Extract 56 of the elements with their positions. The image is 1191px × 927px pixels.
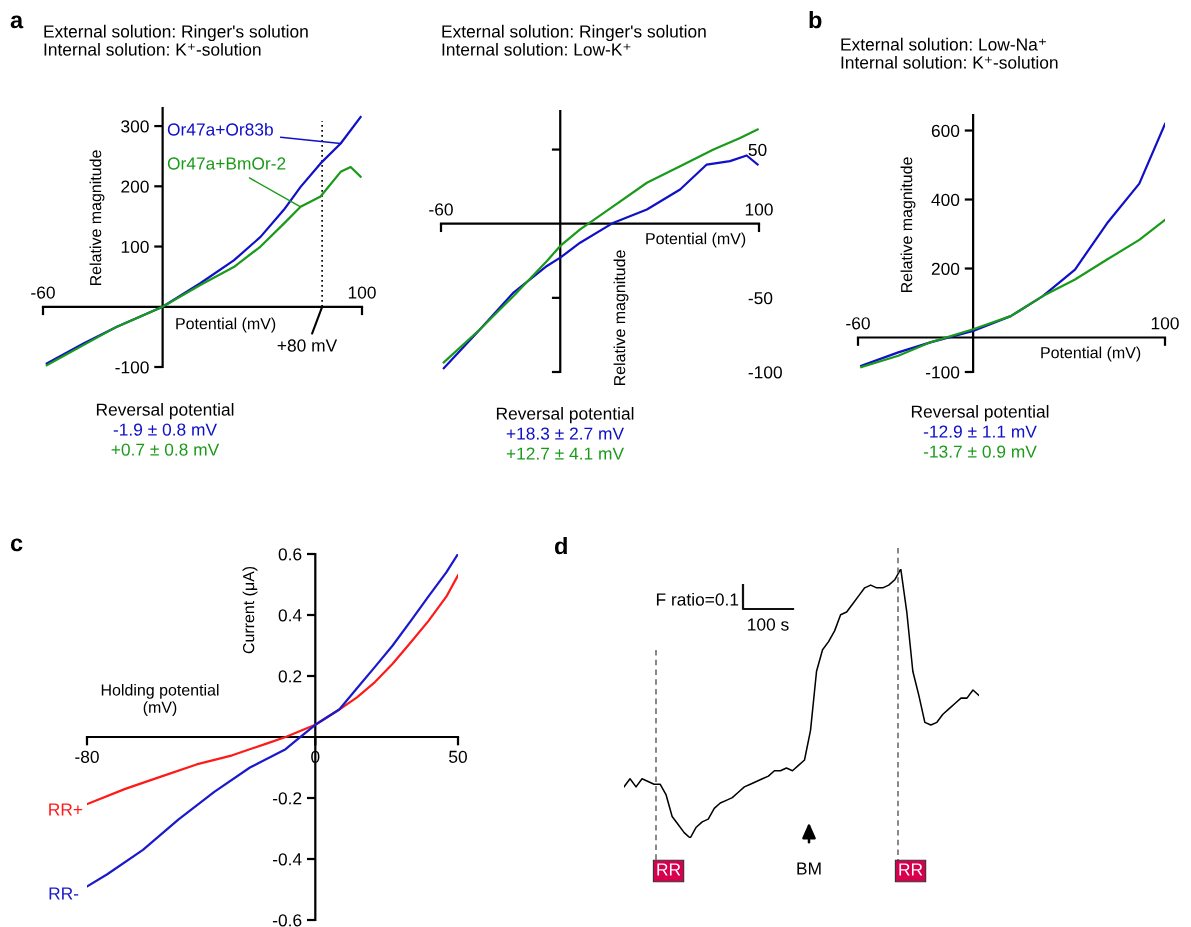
ref-line-label: +80 mV (277, 339, 338, 352)
x-axis-title: Potential (mV) (1041, 346, 1141, 362)
text: Reversal potential (911, 405, 1049, 422)
text: -1.9 ± 0.8 mV (113, 423, 217, 436)
x-tick-label: -60 (31, 286, 55, 299)
y-tick-label: 300 (121, 120, 149, 133)
text: -12.9 ± 1.1 mV (923, 425, 1037, 438)
text: Reversal potential (496, 407, 634, 424)
text: Or47a+BmOr-2 (167, 157, 286, 170)
annotation: 100 s (748, 618, 789, 631)
y-axis-title: Relative magnitude (89, 150, 105, 286)
y-tick-label: 100 (121, 240, 149, 253)
y-tick-label: 0.4 (278, 609, 302, 622)
y-axis-title: Relative magnitude (900, 157, 916, 293)
chart-subtitle: External solution: Low-Na⁺ Internal solution: K⁺-solution (841, 37, 1058, 69)
legend-label: Or47a+Or83b (167, 122, 273, 136)
x-axis-title: Potential (mV) (646, 232, 746, 248)
chart-subtitle: External solution: Ringer's solution Internal solution: Low-K⁺ (442, 24, 706, 56)
y-tick-label: 400 (931, 193, 960, 206)
y-tick-label: -0.2 (272, 792, 302, 805)
y-tick-label: -50 (748, 292, 773, 305)
text: RR (657, 863, 681, 876)
y-tick-label: 200 (121, 180, 149, 193)
text: BM (797, 862, 821, 875)
annotation: F ratio=0.1 (656, 592, 739, 606)
text: +12.7 ± 4.1 mV (506, 447, 624, 460)
chart-title: a (10, 15, 24, 29)
y-tick-label: -100 (748, 366, 782, 379)
y-tick-label: 600 (931, 124, 960, 137)
chart-title: d (554, 536, 567, 555)
y-tick-label: -100 (925, 366, 960, 379)
y-tick-label: -0.4 (272, 853, 302, 866)
series-label: RR- (49, 887, 79, 900)
y-axis-title: Current (μA) (242, 566, 258, 654)
y-axis-title: Relative magnitude (613, 250, 629, 386)
y-tick-label: -100 (115, 361, 149, 374)
y-tick-label: 50 (748, 143, 767, 157)
chart-subtitle: External solution: Ringer's solution Internal solution: K⁺-solution (44, 24, 308, 56)
x-tick-label: -60 (429, 203, 453, 216)
text: +0.7 ± 0.8 mV (111, 443, 220, 456)
chart-title: c (10, 538, 23, 552)
text: Reversal potential (96, 403, 234, 420)
y-tick-label: 200 (931, 262, 960, 275)
x-tick-label: -80 (75, 750, 99, 763)
series-label: RR+ (49, 803, 83, 816)
text: -13.7 ± 0.9 mV (923, 445, 1037, 458)
x-tick-label: -60 (846, 317, 870, 330)
x-tick-label: 50 (449, 750, 467, 763)
chart-title: b (809, 11, 822, 29)
text: +18.3 ± 2.7 mV (506, 427, 624, 440)
x-axis-title: Potential (mV) (176, 317, 276, 333)
text: RR (899, 863, 923, 876)
y-tick-label: 0.2 (278, 670, 302, 683)
y-tick-label: 0.6 (278, 548, 302, 561)
y-tick-label: -0.6 (272, 914, 302, 927)
x-axis-title: Holding potential (mV) (101, 683, 219, 717)
